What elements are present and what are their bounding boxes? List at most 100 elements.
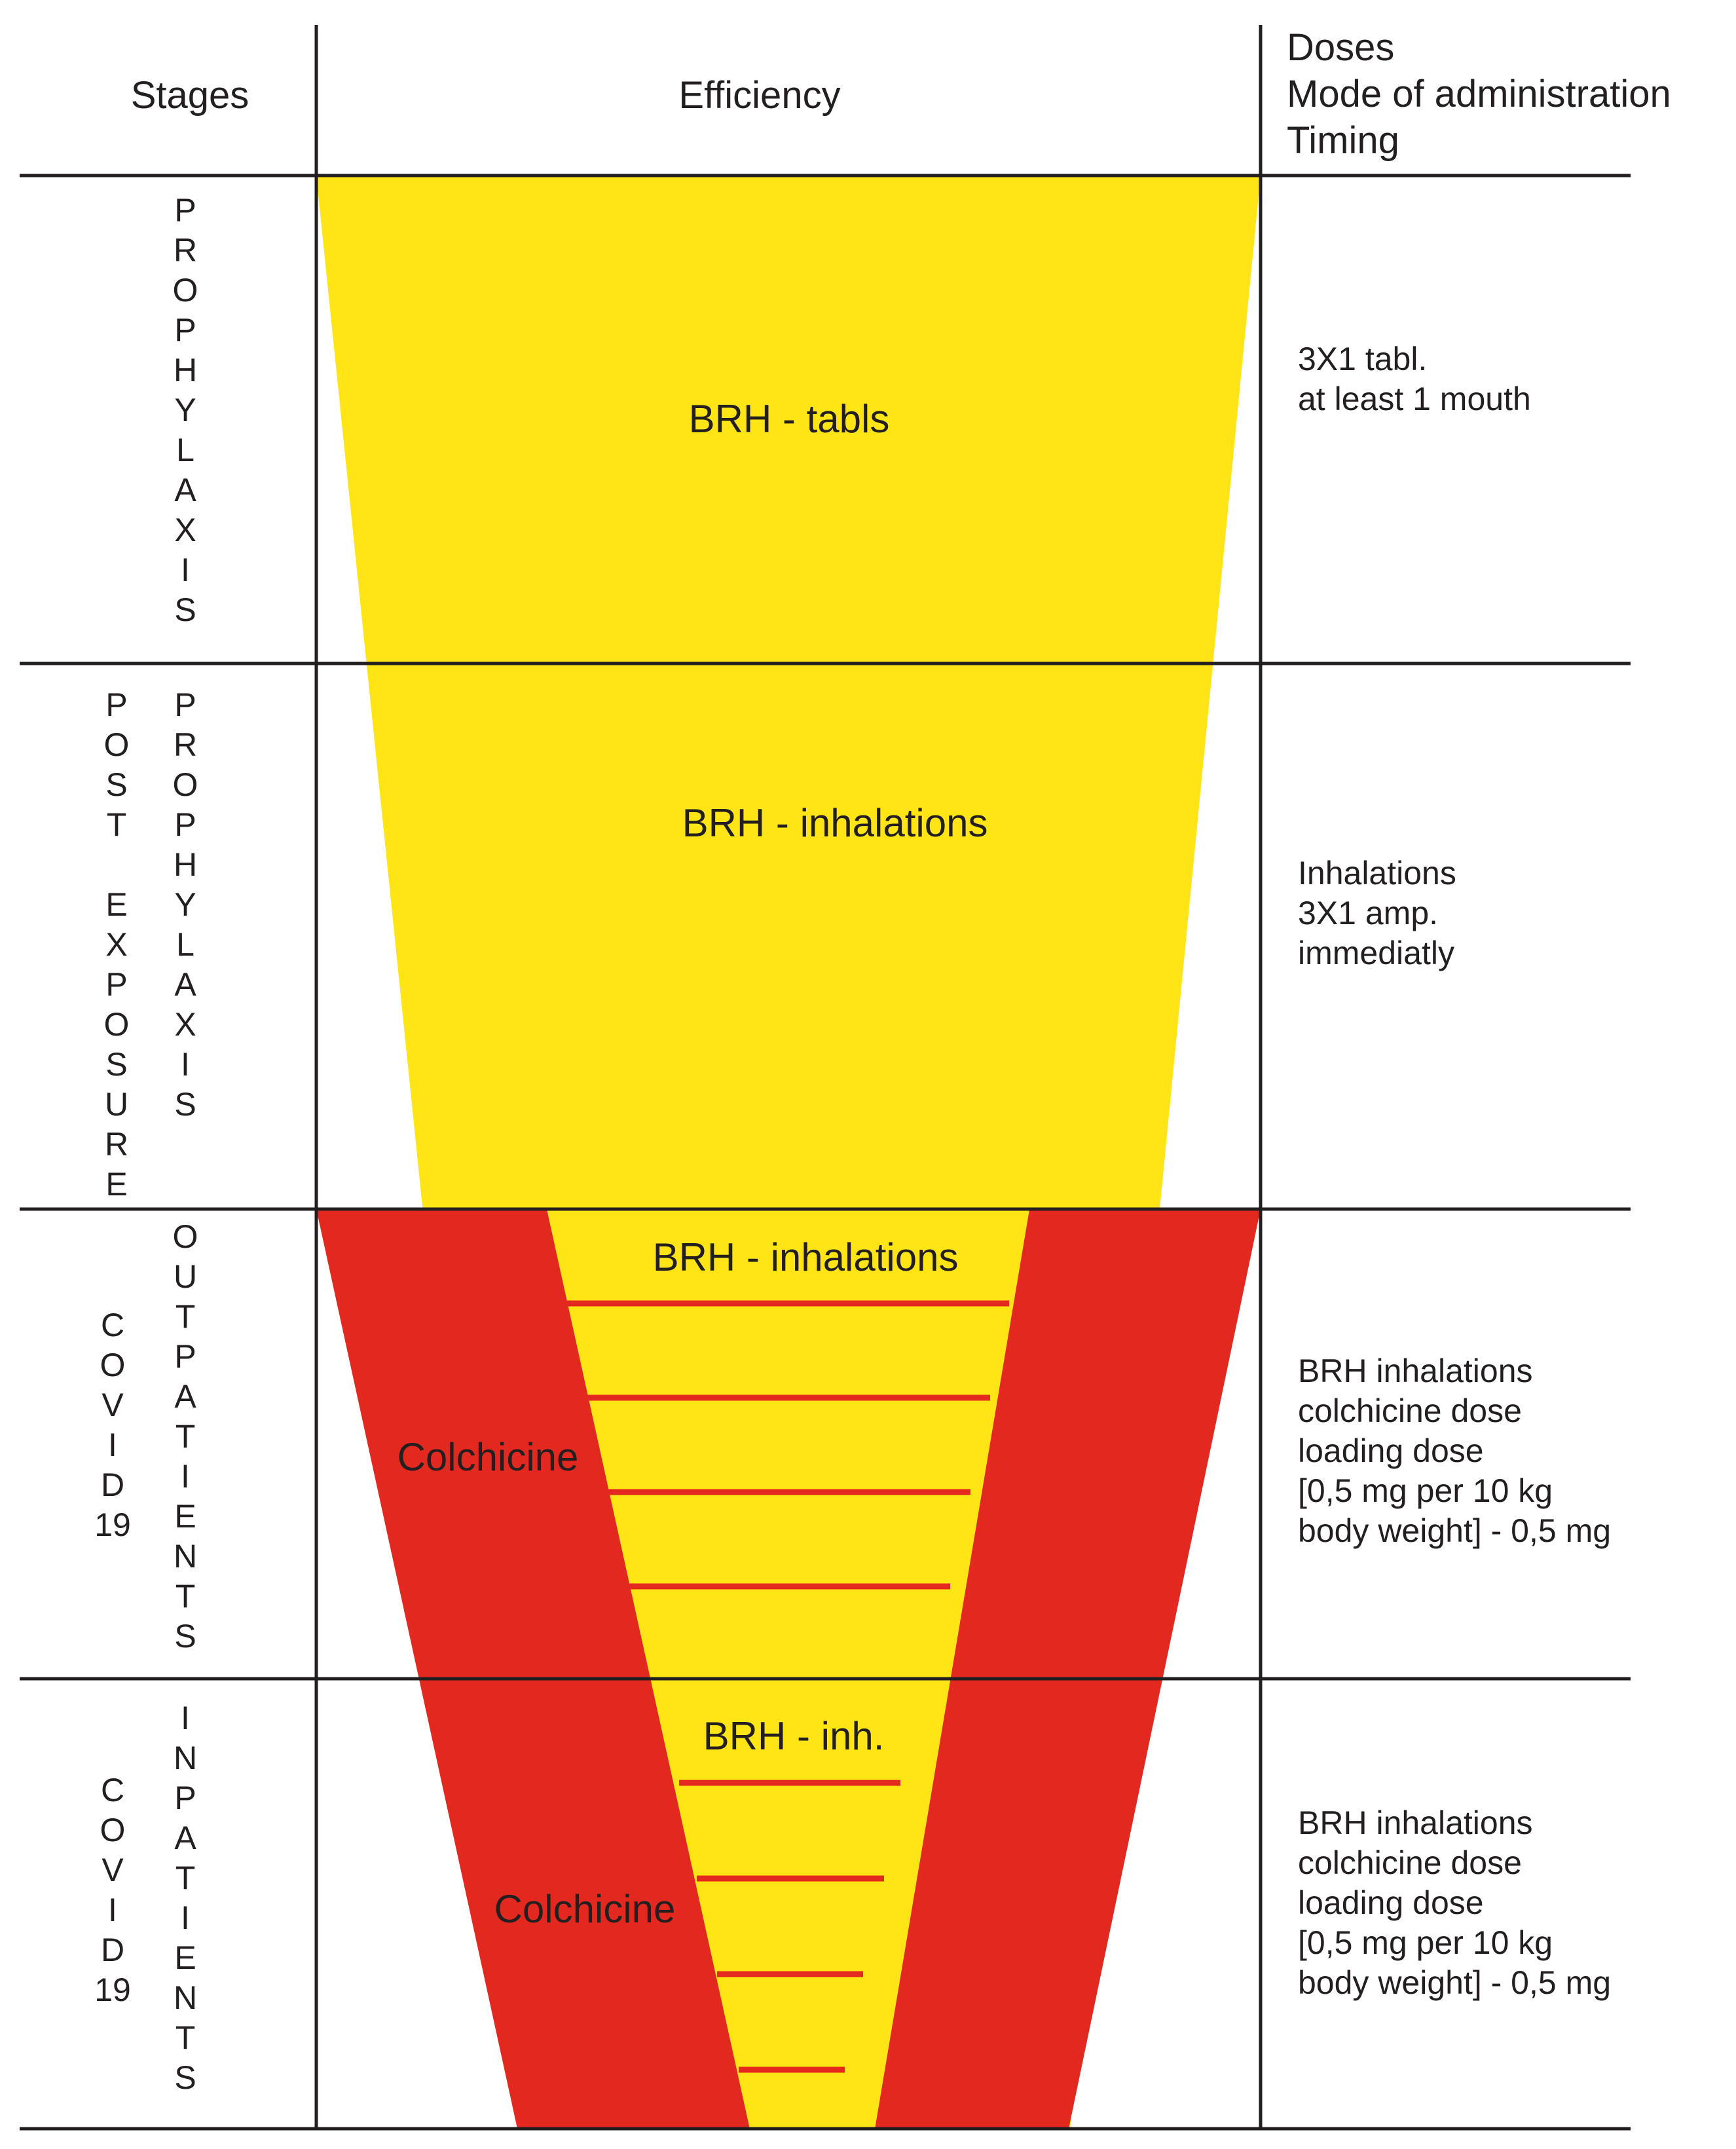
dose-text-line: colchicine dose [1298, 1844, 1522, 1881]
stage-letter: C [101, 1307, 124, 1343]
stage-letter: I [108, 1427, 117, 1463]
stage-letter: O [100, 1347, 126, 1383]
stage-letter: D [101, 1932, 124, 1968]
stage-letter: E [174, 1498, 196, 1535]
stage-letter: L [176, 432, 194, 468]
dose-text-line: immediatly [1298, 935, 1454, 971]
dose-text-line: 3X1 tabl. [1298, 341, 1427, 377]
stage-letter: N [174, 1538, 197, 1575]
dose-text-line: [0,5 mg per 10 kg [1298, 1924, 1553, 1961]
stage-letter: I [181, 551, 190, 588]
stage-letter: S [105, 766, 127, 803]
dose-text-line: [0,5 mg per 10 kg [1298, 1472, 1553, 1509]
stage-letter: R [174, 726, 197, 763]
stage-letter: A [174, 1820, 196, 1856]
stage-letter: X [174, 1006, 196, 1043]
stage-letter: H [174, 846, 197, 883]
stage-letter: 19 [94, 1506, 131, 1543]
stage-letter: I [108, 1892, 117, 1928]
stage-letter: E [174, 1939, 196, 1976]
stage-letter: S [174, 1086, 196, 1123]
stage-letter: T [175, 1298, 196, 1335]
brh-label: BRH - tabls [689, 397, 890, 441]
stage-letter: C [101, 1772, 124, 1808]
stage-letter: T [175, 1578, 196, 1615]
colchicine-band-right [875, 1209, 1261, 2129]
header-stages: Stages [131, 74, 249, 117]
stage-letter: P [174, 1780, 196, 1816]
dose-text-line: BRH inhalations [1298, 1804, 1533, 1841]
stage-letter: I [181, 1899, 190, 1936]
stage-letter: R [174, 232, 197, 269]
stage-letter: T [107, 806, 127, 843]
dose-text-line: BRH inhalations [1298, 1353, 1533, 1389]
stages-column: PROPHYLAXISPOSTEXPOSUREPROPHYLAXISCOVID1… [94, 192, 198, 2096]
stage-letter: E [105, 1166, 127, 1203]
stage-letter: X [105, 926, 127, 963]
stage-letter: P [174, 686, 196, 723]
stage-letter: N [174, 1979, 197, 2016]
stage-letter: S [105, 1046, 127, 1083]
dose-text-line: loading dose [1298, 1884, 1484, 1921]
stage-letter: A [174, 966, 196, 1003]
dose-text-line: loading dose [1298, 1432, 1484, 1469]
stage-letter: A [174, 1378, 196, 1415]
stage-letter: O [173, 766, 198, 803]
stage-letter: I [181, 1700, 190, 1736]
brh-label: BRH - inhalations [653, 1235, 959, 1279]
stage-letter: S [174, 1618, 196, 1654]
stage-letter: P [174, 806, 196, 843]
brh-inner-wedge [547, 1209, 1029, 2129]
dose-text-line: 3X1 amp. [1298, 895, 1438, 931]
header-efficiency: Efficiency [678, 74, 840, 117]
brh-label: BRH - inh. [703, 1714, 885, 1758]
stage-letter: O [173, 1218, 198, 1255]
header-doses-line: Timing [1287, 119, 1399, 162]
stage-letter: T [175, 1859, 196, 1896]
stage-letter: P [105, 686, 127, 723]
colchicine-label: Colchicine [397, 1435, 579, 1479]
stage-letter: O [104, 1006, 130, 1043]
dose-text-line: at least 1 mouth [1298, 381, 1531, 417]
dose-text-line: Inhalations [1298, 855, 1456, 891]
stage-letter: L [176, 926, 194, 963]
stage-letter: U [174, 1258, 197, 1295]
stage-letter: P [174, 192, 196, 229]
stage-letter: P [174, 1338, 196, 1375]
stage-letter: 19 [94, 1971, 131, 2008]
doses-column: 3X1 tabl. at least 1 mouth Inhalations 3X1 … [1298, 341, 1611, 2001]
stage-letter: V [102, 1852, 124, 1888]
stage-letter: I [181, 1046, 190, 1083]
header-doses-line: Doses [1287, 26, 1394, 69]
stage-letter: R [105, 1126, 128, 1163]
stage-letter: Y [174, 886, 196, 923]
stage-letter: H [174, 352, 197, 388]
stage-letter: N [174, 1740, 197, 1776]
dose-text-line: colchicine dose [1298, 1392, 1522, 1429]
stage-letter: S [174, 591, 196, 628]
stage-letter: S [174, 2059, 196, 2096]
stage-letter: A [174, 472, 196, 508]
stage-letter: P [174, 312, 196, 348]
stage-letter: O [104, 726, 130, 763]
stage-letter: E [105, 886, 127, 923]
stage-letter: V [102, 1387, 124, 1423]
stage-letter: D [101, 1467, 124, 1503]
stage-letter: O [100, 1812, 126, 1848]
stage-letter: U [105, 1086, 128, 1123]
stage-letter: P [105, 966, 127, 1003]
dose-text-line: body weight] - 0,5 mg [1298, 1964, 1611, 2001]
stage-letter: T [175, 1418, 196, 1455]
brh-label: BRH - inhalations [682, 801, 988, 845]
header-doses-line: Mode of administration [1287, 73, 1671, 115]
stage-letter: I [181, 1458, 190, 1495]
stage-letter: O [173, 272, 198, 308]
stage-letter: T [175, 2019, 196, 2056]
colchicine-label: Colchicine [494, 1887, 676, 1931]
colchicine-band-left [316, 1209, 750, 2129]
stage-letter: Y [174, 392, 196, 428]
dose-text-line: body weight] - 0,5 mg [1298, 1512, 1611, 1549]
stage-letter: X [174, 512, 196, 548]
